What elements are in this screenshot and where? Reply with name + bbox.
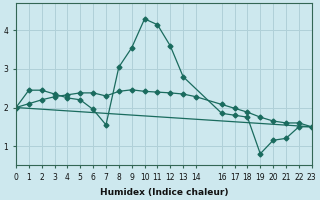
X-axis label: Humidex (Indice chaleur): Humidex (Indice chaleur) [100, 188, 228, 197]
